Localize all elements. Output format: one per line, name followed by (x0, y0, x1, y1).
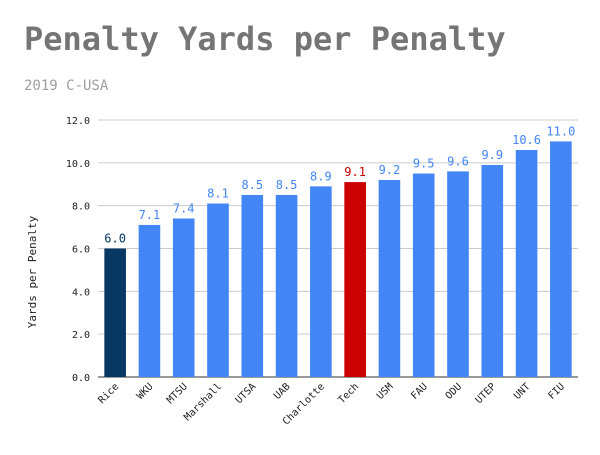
bar-unt (515, 149, 538, 377)
data-label: 8.5 (241, 178, 263, 192)
data-label: 8.9 (310, 169, 332, 183)
bar-utep (481, 164, 504, 377)
bar-rice (104, 248, 126, 377)
y-axis-title: Yards per Penalty (26, 215, 39, 328)
bar-marshall (207, 203, 229, 377)
y-tick-label: 2.0 (72, 330, 90, 341)
bar-uab (275, 194, 298, 377)
gridlines (98, 119, 578, 378)
data-label: 9.1 (344, 165, 366, 179)
x-tick-label: Marshall (182, 381, 224, 423)
y-tick-label: 12.0 (66, 116, 90, 127)
x-tick-label: FIU (546, 381, 567, 402)
x-tick-label: WKU (135, 381, 156, 402)
data-labels: 6.0 7.1 7.4 8.1 8.5 8.5 8.9 9.1 9.2 9.5 9.6 9.9 10.6… (104, 124, 575, 245)
y-tick-label: 0.0 (72, 373, 90, 384)
bar-odu (447, 171, 469, 377)
data-label: 9.9 (481, 148, 503, 162)
data-label: 10.6 (512, 133, 541, 147)
data-label: 6.0 (104, 232, 126, 246)
data-label: 7.1 (139, 208, 161, 222)
x-tick-label: MTSU (165, 381, 190, 406)
x-tick-label: UNT (512, 381, 533, 402)
data-label: 8.1 (207, 187, 229, 201)
y-tick-label: 8.0 (72, 202, 90, 213)
chart-title: Penalty Yards per Penalty (24, 20, 506, 58)
bar-fau (412, 173, 435, 377)
x-tick-label: ODU (444, 381, 465, 402)
y-axis-ticks: 0.0 2.0 4.0 6.0 8.0 10.0 12.0 (66, 116, 90, 384)
x-tick-label: UAB (272, 381, 293, 402)
y-tick-label: 6.0 (72, 245, 90, 256)
bar-usm (378, 179, 401, 377)
bar-fiu (550, 141, 572, 377)
y-tick-label: 10.0 (66, 159, 90, 170)
x-tick-label: USM (375, 381, 396, 402)
data-label: 11.0 (546, 124, 575, 138)
x-tick-label: FAU (409, 381, 430, 402)
x-tick-label: Rice (96, 381, 121, 406)
data-label: 9.5 (413, 157, 435, 171)
bar-utsa (241, 194, 264, 377)
chart-subtitle: 2019 C-USA (24, 78, 109, 94)
x-tick-label: UTSA (234, 381, 259, 406)
bars (104, 141, 572, 377)
bar-mtsu (172, 218, 195, 377)
data-label: 7.4 (173, 202, 195, 216)
data-label: 8.5 (276, 178, 298, 192)
data-label: 9.6 (447, 154, 469, 168)
x-tick-label: UTEP (474, 381, 499, 406)
bar-tech (344, 182, 366, 377)
y-tick-label: 4.0 (72, 287, 90, 298)
bar-wku (138, 224, 161, 377)
data-label: 9.2 (379, 163, 401, 177)
x-tick-label: Tech (336, 381, 361, 406)
bar-charlotte (310, 186, 332, 377)
